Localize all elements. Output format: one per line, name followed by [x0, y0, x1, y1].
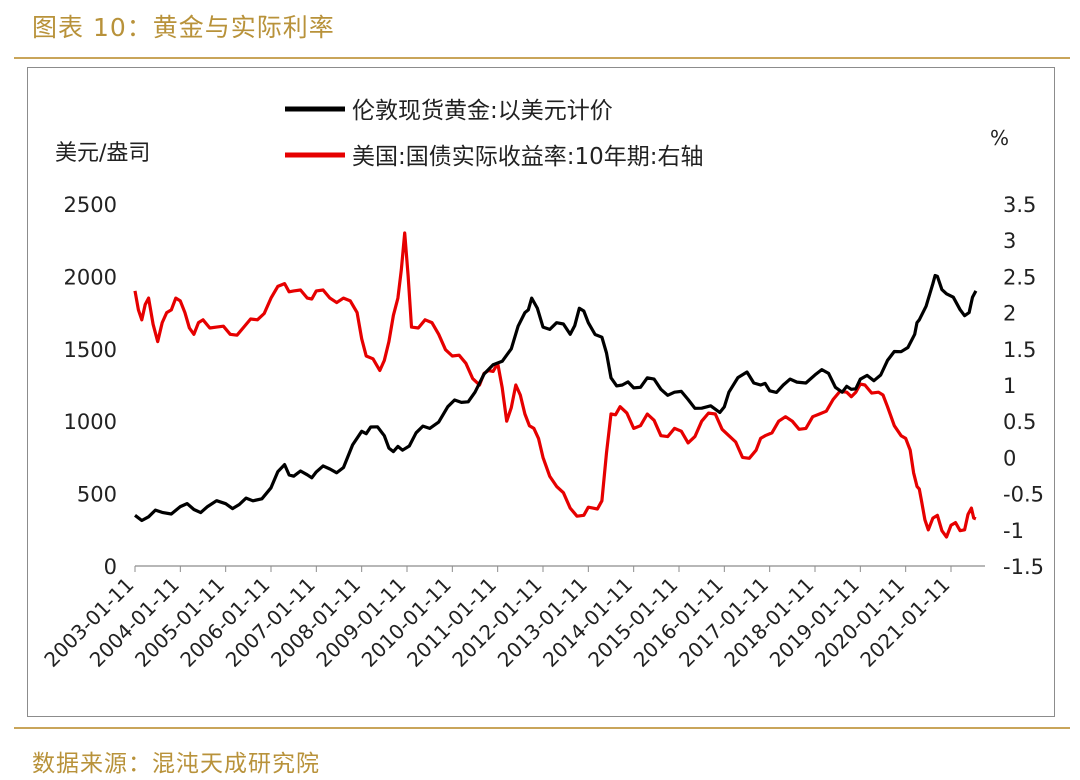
y-left-tick-label: 2500: [64, 193, 117, 217]
source-note: 数据来源：混沌天成研究院: [32, 751, 320, 777]
y-right-ticks: -1.5 -1 -0.5 0 0.5 1 1.5 2 2.5 3 3.5: [1003, 193, 1044, 579]
y-right-tick-label: 1.5: [1003, 338, 1036, 362]
y-left-tick-label: 1500: [64, 338, 117, 362]
y-right-tick-label: 1: [1003, 374, 1016, 398]
y-right-tick-label: 0: [1003, 446, 1016, 470]
y-left-ticks: 0 500 1000 1500 2000 2500: [64, 193, 117, 579]
y-right-tick-label: -1.5: [1003, 555, 1044, 579]
y-right-tick-label: 2.5: [1003, 265, 1036, 289]
y-right-tick-label: -1: [1003, 519, 1024, 543]
series-real-rate-line: [133, 231, 977, 539]
y-right-tick-label: 3.5: [1003, 193, 1036, 217]
y-left-tick-label: 2000: [64, 265, 117, 289]
y-right-axis-label: %: [990, 126, 1009, 150]
y-right-tick-label: -0.5: [1003, 483, 1044, 507]
legend-rate-label: 美国:国债实际收益率:10年期:右轴: [352, 144, 704, 170]
y-left-tick-label: 1000: [64, 410, 117, 434]
legend: 伦敦现货黄金:以美元计价 美国:国债实际收益率:10年期:右轴: [285, 98, 704, 170]
y-right-tick-label: 0.5: [1003, 410, 1036, 434]
y-right-tick-label: 2: [1003, 302, 1016, 326]
top-divider: [14, 57, 1070, 59]
x-ticks: 2003-01-112004-01-112005-01-112006-01-11…: [39, 566, 955, 672]
legend-gold-label: 伦敦现货黄金:以美元计价: [352, 98, 613, 124]
bottom-divider: [14, 727, 1070, 729]
figure-title: 图表 10：黄金与实际利率: [32, 13, 335, 42]
series-gold-line: [134, 273, 978, 523]
y-left-axis-label: 美元/盎司: [55, 141, 150, 166]
y-left-tick-label: 500: [77, 483, 117, 507]
chart-frame: [27, 67, 1055, 717]
series-layer: [133, 231, 978, 539]
y-right-tick-label: 3: [1003, 229, 1016, 253]
y-left-tick-label: 0: [104, 555, 117, 579]
